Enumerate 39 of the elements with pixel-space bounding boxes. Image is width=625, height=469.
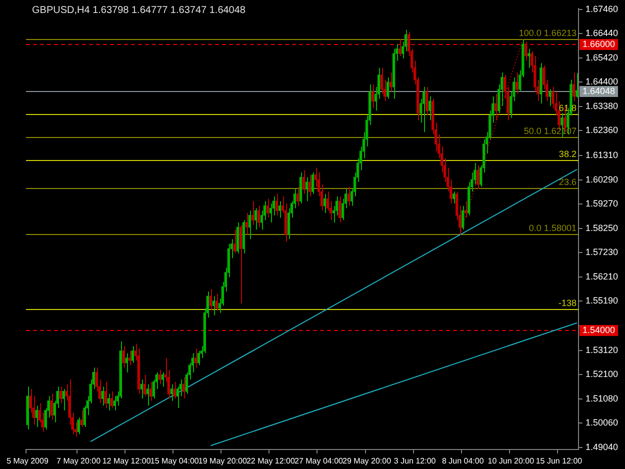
y-tick-label: 1.55190 — [585, 296, 618, 306]
annotation: 23.6 — [558, 177, 576, 187]
y-tick-label: 1.65420 — [585, 52, 618, 62]
x-tick-label: 10 Jun 20:00 — [488, 456, 535, 466]
x-tick-label: 27 May 04:00 — [294, 456, 344, 466]
y-tick-label: 1.57230 — [585, 247, 618, 258]
x-tick-label: 3 Jun 12:00 — [394, 456, 436, 466]
y-tick-label: 1.62360 — [585, 125, 618, 136]
y-tick-label: 1.60290 — [585, 174, 618, 184]
x-tick-label: 19 May 20:00 — [198, 456, 248, 466]
y-tick-label: 1.58250 — [585, 222, 618, 233]
ref-line-label: 1.54000 — [582, 324, 616, 335]
y-tick-label: 1.66440 — [585, 28, 618, 38]
y-tick-label: 1.49040 — [585, 442, 618, 452]
annotation: -138 — [558, 298, 576, 308]
x-tick-label: 8 Jun 04:00 — [442, 456, 484, 466]
x-tick-label: 7 May 20:00 — [56, 456, 102, 466]
y-tick-label: 1.67460 — [585, 4, 618, 14]
y-tick-label: 1.53120 — [585, 344, 618, 355]
y-tick-label: 1.51080 — [585, 393, 618, 404]
y-tick-label: 1.61310 — [585, 150, 618, 160]
chart-title: GBPUSD,H4 1.63798 1.64777 1.63747 1.64048 — [32, 5, 246, 16]
ref-line-label: 1.66000 — [582, 38, 616, 49]
y-tick-label: 1.63380 — [585, 100, 618, 111]
y-tick-label: 1.59270 — [585, 198, 618, 209]
y-tick-label: 1.56210 — [585, 271, 618, 282]
x-tick-label: 29 May 20:00 — [342, 456, 392, 466]
annotation: 0.0 1.58001 — [528, 223, 576, 233]
x-tick-label: 12 May 12:00 — [102, 456, 152, 466]
x-tick-label: 5 May 2009 — [6, 456, 49, 466]
x-tick-label: 15 May 04:00 — [150, 456, 200, 466]
y-tick-label: 1.50060 — [585, 418, 618, 428]
annotation: 38.2 — [558, 149, 576, 159]
y-tick-label: 1.64400 — [585, 76, 618, 87]
y-tick-label: 1.52100 — [585, 369, 618, 380]
annotation: 100.0 1.66213 — [518, 28, 576, 38]
ref-line-label: 1.64048 — [582, 86, 616, 96]
x-tick-label: 22 May 12:00 — [246, 456, 296, 466]
x-tick-label: 15 Jun 12:00 — [536, 456, 583, 466]
